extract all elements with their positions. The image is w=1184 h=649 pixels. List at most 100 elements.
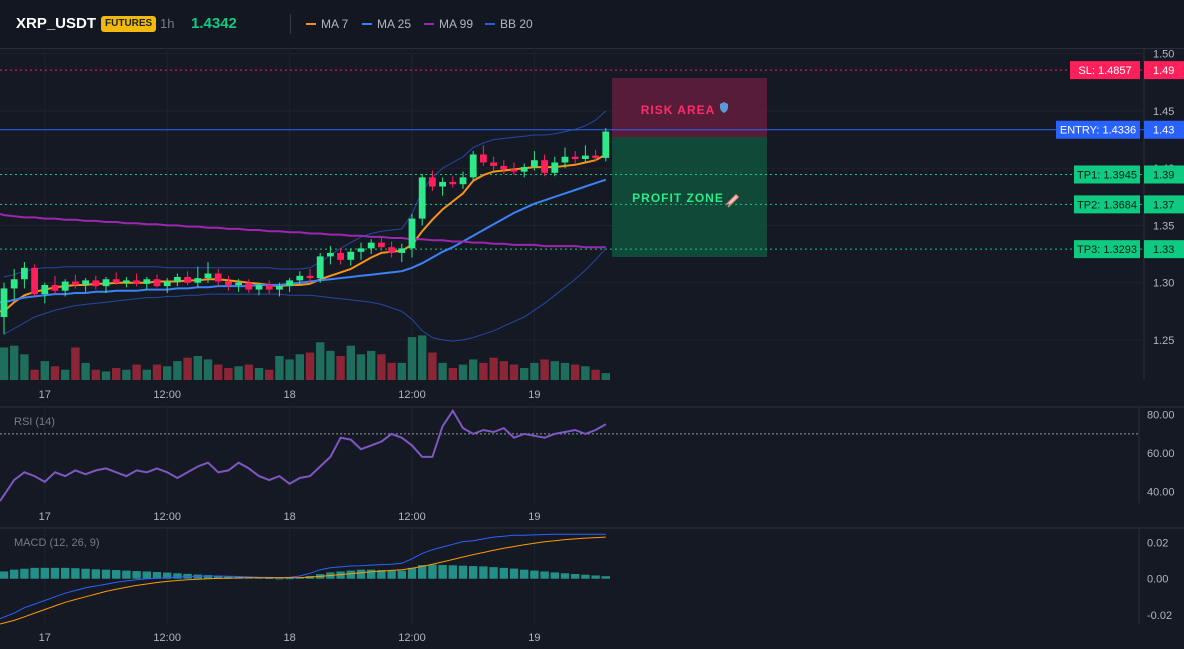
legend-ma7[interactable]: MA 7	[306, 14, 348, 34]
trade-zones: RISK AREA PROFIT ZONE	[612, 78, 767, 257]
macd-histogram-bar	[0, 571, 9, 579]
candle-body	[0, 288, 8, 318]
volume-bar	[571, 364, 580, 380]
legend-ma25[interactable]: MA 25	[362, 14, 411, 34]
candle-body	[153, 279, 161, 287]
level-tag-entry	[1056, 120, 1140, 139]
candle-body	[490, 162, 497, 166]
volume-bar	[112, 368, 121, 380]
candle-body	[214, 273, 222, 282]
price-tick-label: 1.35	[1153, 220, 1174, 232]
volume-bar	[193, 356, 202, 380]
volume-bar	[316, 342, 325, 380]
volume-bar	[509, 364, 519, 380]
candle-body	[21, 267, 28, 280]
volume-bar	[152, 364, 162, 380]
rsi-line	[0, 408, 607, 502]
volume-bar	[61, 369, 70, 380]
time-tick-label: 12:00	[153, 632, 181, 644]
timeframe-label[interactable]: 1h	[160, 16, 175, 31]
level-tag-label: ENTRY: 1.4336	[1060, 125, 1136, 137]
legend-bb20[interactable]: BB 20	[485, 14, 533, 34]
rsi-tick-label: 80.00	[1147, 410, 1175, 422]
ma99-swatch	[424, 22, 434, 25]
volume-bar	[438, 362, 447, 380]
volume-bars	[0, 335, 610, 380]
volume-bar	[530, 362, 539, 380]
candle-body	[143, 279, 151, 284]
volume-bar	[377, 354, 386, 380]
volume-bar	[591, 369, 600, 380]
macd-histogram-bar	[407, 567, 417, 579]
level-price-tag-entry	[1144, 120, 1184, 139]
macd-tick-label: 0.00	[1147, 574, 1168, 586]
candle-body	[174, 276, 181, 282]
time-tick-label: 19	[528, 389, 540, 401]
level-tag-tp	[1074, 165, 1140, 184]
candle-body	[561, 156, 569, 163]
series-line-bb-20-upper	[3, 110, 607, 278]
macd-histogram-bar	[214, 575, 223, 579]
profit-zone-label: PROFIT ZONE	[632, 191, 724, 205]
candle-body	[296, 275, 304, 281]
candle-body	[276, 286, 283, 290]
rsi-pane: 80.00 60.00 40.00	[0, 408, 1175, 502]
candle-body	[592, 155, 599, 158]
volume-bar	[254, 368, 264, 380]
macd-histogram-bar	[489, 567, 498, 579]
macd-title: MACD (12, 26, 9)	[14, 537, 100, 549]
rsi-tick-label: 40.00	[1147, 486, 1175, 498]
symbol-name[interactable]: XRP_USDT	[16, 15, 97, 32]
volume-bar	[101, 371, 111, 380]
macd-histogram-bar	[469, 566, 478, 579]
candle-body	[357, 248, 365, 252]
time-axis[interactable]: 17 17 17 12:00 12:00 12:00 18 18 18 12:00 12:00 12:…	[39, 389, 541, 644]
candle-body	[398, 248, 406, 253]
level-tag-label: TP1: 1.3945	[1077, 170, 1137, 182]
candlesticks[interactable]	[0, 128, 610, 335]
level-price-tag-sl	[1144, 61, 1184, 80]
volume-bar	[407, 337, 417, 380]
candle-body	[510, 169, 518, 172]
macd-histogram-bar	[122, 570, 131, 579]
time-tick-label: 12:00	[398, 511, 426, 523]
candle-body	[378, 242, 385, 248]
time-tick-label: 12:00	[153, 511, 181, 523]
macd-histogram-bar	[438, 564, 447, 579]
candle-body	[92, 280, 100, 287]
volume-bar	[346, 345, 355, 380]
volume-bar	[71, 347, 80, 380]
candle-body	[367, 242, 375, 249]
candle-body	[408, 218, 416, 249]
candle-body	[439, 181, 446, 187]
volume-bar	[214, 364, 223, 380]
volume-bar	[560, 362, 570, 380]
macd-histogram-bar	[173, 573, 182, 579]
macd-histogram-bar	[265, 577, 274, 579]
candle-body	[582, 155, 589, 160]
volume-bar	[285, 359, 294, 380]
volume-bar	[499, 361, 508, 380]
volume-bar	[489, 357, 498, 380]
level-price-label: 1.39	[1153, 170, 1174, 182]
macd-histogram-bar	[560, 573, 570, 579]
macd-histogram-bar	[520, 569, 529, 579]
risk-area-zone	[612, 78, 767, 137]
bb20-swatch	[485, 22, 495, 25]
volume-bar	[305, 352, 315, 380]
time-tick-label: 19	[528, 511, 540, 523]
legend-ma99[interactable]: MA 99	[424, 14, 473, 34]
candle-body	[541, 160, 548, 173]
rsi-tick-label: 60.00	[1147, 448, 1175, 460]
volume-bar	[40, 361, 49, 380]
candle-body	[61, 281, 69, 291]
candle-body	[418, 177, 426, 219]
candle-body	[163, 281, 171, 287]
volume-bar	[275, 356, 284, 380]
macd-histogram-bar	[61, 567, 70, 579]
macd-histogram-bar	[132, 571, 141, 579]
time-tick-label: 12:00	[398, 389, 426, 401]
macd-histogram-bar	[71, 568, 80, 579]
candle-body	[204, 273, 212, 279]
